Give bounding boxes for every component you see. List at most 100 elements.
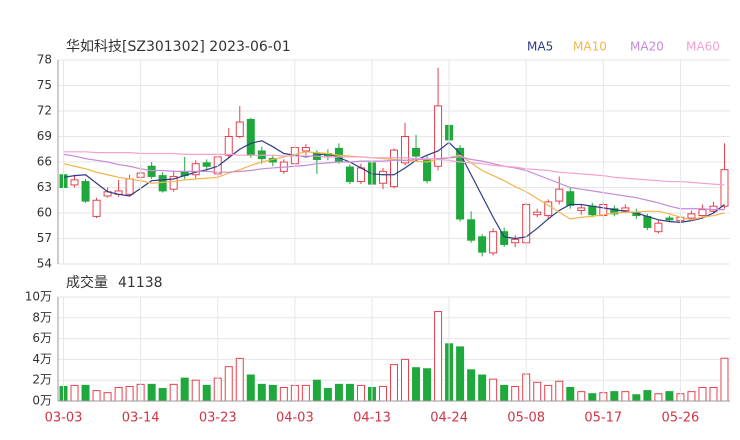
candle-body — [401, 136, 410, 164]
y-tick-label: 75 — [37, 78, 52, 92]
candle-body — [467, 219, 476, 241]
volume-bar — [610, 391, 619, 402]
volume-bar — [500, 384, 509, 402]
x-tick-label: 05-17 — [584, 411, 622, 426]
volume-bar — [169, 383, 178, 402]
candle-body — [544, 201, 553, 217]
volume-bar — [378, 385, 387, 402]
volume-bar — [191, 379, 200, 402]
candle-body — [147, 165, 156, 177]
volume-bar — [709, 386, 718, 402]
volume-bar — [577, 391, 586, 402]
candle-body — [643, 215, 652, 228]
volume-bar — [412, 367, 421, 402]
volume-bar — [268, 384, 277, 402]
candle-body — [246, 119, 255, 156]
candle-body — [665, 217, 674, 221]
candle-body — [224, 136, 233, 156]
candle-body — [92, 199, 101, 217]
candle-body — [301, 147, 310, 152]
volume-bar — [423, 368, 432, 402]
volume-bar — [555, 380, 564, 402]
x-tick-label: 03-23 — [199, 411, 237, 426]
chart-title: 华如科技[SZ301302] 2023-06-01 — [66, 39, 291, 55]
volume-bar — [456, 346, 465, 402]
y-tick-label: 8万 — [32, 310, 52, 324]
candle-body — [158, 175, 167, 192]
volume-bar — [467, 369, 476, 402]
candle-body — [577, 207, 586, 211]
volume-bar — [125, 385, 134, 402]
volume-bar — [687, 391, 696, 402]
volume-bar — [566, 386, 575, 402]
volume-bar — [312, 379, 321, 402]
volume-title: 成交量 — [66, 274, 108, 291]
y-tick-label: 78 — [37, 53, 52, 67]
ma-line — [63, 153, 725, 211]
volume-bar — [401, 358, 410, 402]
candle-body — [235, 121, 244, 138]
volume-bar — [103, 392, 112, 402]
candle-body — [533, 211, 542, 216]
candle-body — [356, 167, 365, 183]
y-tick-label: 69 — [37, 129, 52, 143]
candle-body — [588, 205, 597, 216]
candle-body — [345, 166, 354, 183]
x-tick-label: 03-14 — [122, 411, 160, 426]
y-tick-label: 54 — [37, 257, 52, 271]
y-tick-label: 0万 — [32, 394, 52, 408]
candle-body — [434, 105, 443, 167]
volume-bar — [434, 311, 443, 402]
candle-body — [125, 178, 134, 195]
x-tick-label: 05-26 — [662, 411, 700, 426]
candle-body — [555, 188, 564, 202]
volume-bar — [257, 383, 266, 402]
volume-bar — [588, 393, 597, 402]
candle-body — [423, 158, 432, 182]
volume-bar — [81, 384, 90, 402]
candle-body — [687, 213, 696, 219]
candle-body — [654, 222, 663, 233]
volume-bar — [665, 391, 674, 402]
candle-body — [81, 181, 90, 202]
legend-entry: MA10 — [573, 40, 607, 54]
volume-bar — [114, 386, 123, 402]
y-tick-label: 72 — [37, 104, 52, 118]
volume-bar — [356, 384, 365, 402]
x-tick-label: 04-03 — [276, 411, 314, 426]
candle-body — [610, 208, 619, 215]
candle-body — [511, 238, 520, 244]
legend-entry: MA60 — [686, 40, 720, 54]
candle-body — [390, 149, 398, 188]
ma-line — [63, 151, 725, 186]
volume-bar — [158, 388, 167, 402]
candle-body — [378, 170, 387, 184]
candle-body — [412, 147, 421, 157]
ma-line — [63, 140, 725, 240]
volume-latest: 41138 — [118, 275, 163, 291]
volume-bar — [643, 390, 652, 402]
candle-body — [489, 231, 498, 254]
legend-entry: MA5 — [527, 40, 553, 54]
y-tick-label: 60 — [37, 206, 52, 220]
volume-bar — [533, 381, 542, 402]
volume-bar — [180, 377, 189, 402]
volume-bar — [654, 393, 663, 402]
volume-bar — [511, 385, 520, 402]
y-tick-label: 57 — [37, 231, 52, 245]
volume-bar — [224, 366, 233, 402]
x-tick-label: 05-08 — [507, 411, 545, 426]
volume-bar — [621, 391, 630, 402]
volume-bar — [235, 357, 244, 402]
volume-bar — [390, 364, 398, 402]
candle-body — [169, 175, 178, 190]
y-tick-label: 6万 — [32, 331, 52, 345]
candle-body — [478, 236, 487, 253]
y-tick-label: 4万 — [32, 352, 52, 366]
volume-bar — [70, 384, 79, 402]
y-tick-label: 10万 — [25, 290, 52, 304]
volume-bar — [544, 384, 553, 402]
volume-bar — [147, 383, 156, 402]
y-tick-label: 66 — [37, 155, 52, 169]
